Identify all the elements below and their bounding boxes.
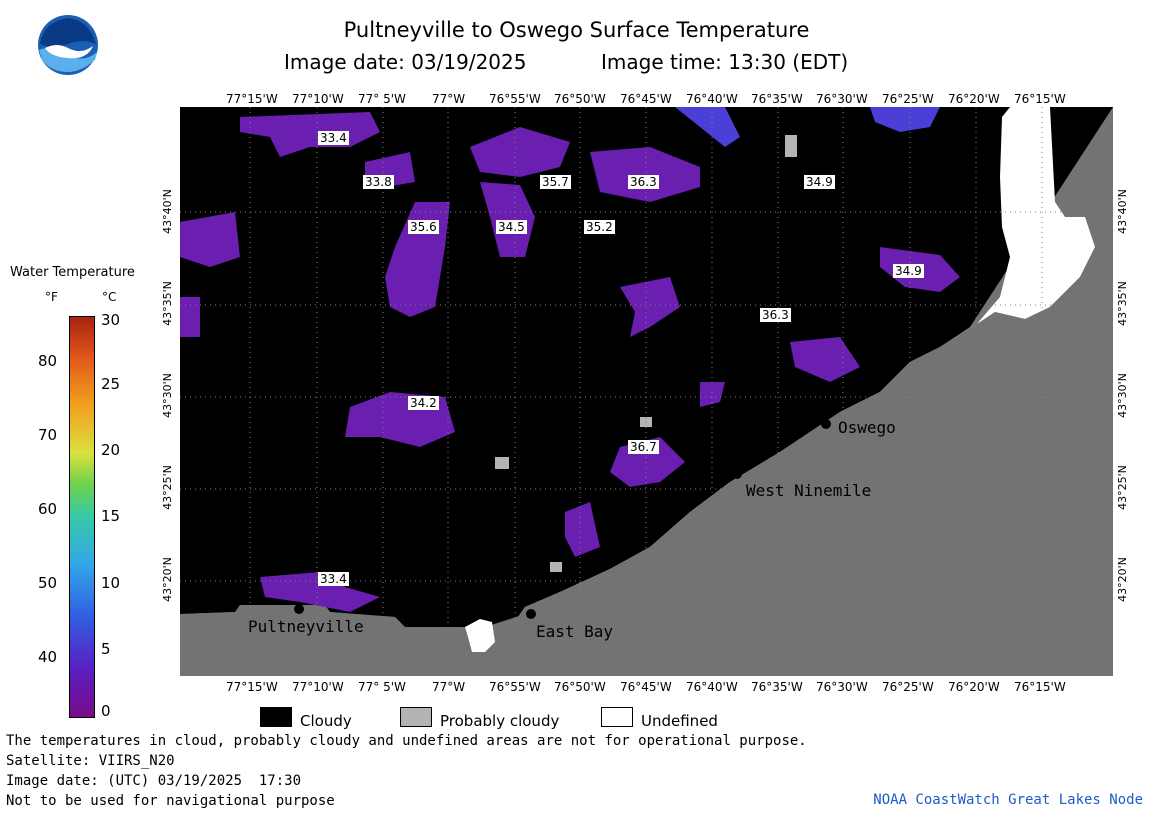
lon-tick: 76°50'W [554, 680, 606, 694]
footer-navigation-warning: Not to be used for navigational purpose [6, 793, 335, 809]
lat-tick: 43°20'N [1115, 557, 1129, 602]
east-bay-marker [526, 609, 536, 619]
temp-label: 35.7 [540, 175, 571, 189]
noaa-logo-icon [38, 15, 98, 75]
f-tick: 80 [38, 352, 58, 370]
key-cloudy-swatch [260, 707, 292, 727]
color-scale-bar [69, 316, 95, 718]
lat-tick: 43°40'N [160, 189, 174, 234]
lon-tick: 77°15'W [226, 680, 278, 694]
lon-tick: 76°15'W [1014, 92, 1066, 106]
pultneyville-marker [294, 604, 304, 614]
lon-tick: 76°20'W [948, 680, 1000, 694]
lon-tick: 77° 5'W [358, 92, 406, 106]
f-tick: 40 [38, 648, 58, 666]
legend-unit-f: °F [45, 290, 58, 304]
lon-tick: 76°15'W [1014, 680, 1066, 694]
footer-satellite: Satellite: VIIRS_N20 [6, 753, 175, 769]
lon-tick: 76°55'W [489, 92, 541, 106]
lon-tick: 77° 5'W [358, 680, 406, 694]
footer-utc-date: Image date: (UTC) 03/19/2025 17:30 [6, 773, 302, 789]
temp-label: 34.5 [496, 220, 527, 234]
lon-tick: 76°30'W [816, 680, 868, 694]
temp-label: 36.3 [628, 175, 659, 189]
credit-text: NOAA CoastWatch Great Lakes Node [873, 792, 1143, 808]
lon-tick: 77°10'W [292, 92, 344, 106]
temp-label: 34.9 [804, 175, 835, 189]
temp-label: 33.8 [363, 175, 394, 189]
temp-label: 35.2 [584, 220, 615, 234]
temp-label: 35.6 [408, 220, 439, 234]
place-east-bay: East Bay [536, 622, 614, 641]
temp-label: 36.3 [760, 308, 791, 322]
temp-label: 34.9 [893, 264, 924, 278]
c-tick: 30 [101, 311, 121, 329]
lon-tick: 77°15'W [226, 92, 278, 106]
temp-label: 33.4 [318, 572, 349, 586]
f-tick: 60 [38, 500, 58, 518]
temp-label: 34.2 [408, 396, 439, 410]
lon-tick: 76°40'W [686, 92, 738, 106]
c-tick: 10 [101, 574, 121, 592]
lat-tick: 43°25'N [1115, 465, 1129, 510]
lon-tick: 76°45'W [620, 680, 672, 694]
lon-tick: 76°40'W [686, 680, 738, 694]
lon-tick: 76°35'W [751, 92, 803, 106]
temp-label: 33.4 [318, 131, 349, 145]
lat-tick: 43°20'N [160, 557, 174, 602]
lon-tick: 77°10'W [292, 680, 344, 694]
c-tick: 0 [101, 702, 111, 720]
lat-tick: 43°35'N [1115, 281, 1129, 326]
lon-tick: 77°W [432, 92, 466, 106]
key-probably-cloudy-swatch [400, 707, 432, 727]
image-time-label: Image time: 13:30 (EDT) [601, 50, 849, 74]
legend-unit-c: °C [102, 290, 117, 304]
temperature-labels: 33.4 33.8 35.7 36.3 34.9 35.6 34.5 35.2 … [180, 107, 1113, 676]
lat-tick: 43°25'N [160, 465, 174, 510]
lon-tick: 76°45'W [620, 92, 672, 106]
lon-tick: 76°25'W [882, 92, 934, 106]
lat-tick: 43°35'N [160, 281, 174, 326]
place-oswego: Oswego [838, 418, 896, 437]
lat-tick: 43°40'N [1115, 189, 1129, 234]
legend-title: Water Temperature [10, 265, 135, 280]
oswego-marker [821, 419, 831, 429]
lon-tick: 77°W [432, 680, 466, 694]
key-undefined-label: Undefined [641, 712, 718, 730]
west-ninemile-marker [732, 469, 742, 479]
key-cloudy-label: Cloudy [300, 712, 352, 730]
map-title: Pultneyville to Oswego Surface Temperatu… [343, 18, 810, 42]
c-tick: 25 [101, 375, 121, 393]
temp-label: 36.7 [628, 440, 659, 454]
lat-tick: 43°30'N [160, 373, 174, 418]
lon-tick: 76°35'W [751, 680, 803, 694]
lon-tick: 76°25'W [882, 680, 934, 694]
f-tick: 70 [38, 426, 58, 444]
key-undefined-swatch [601, 707, 633, 727]
footer-disclaimer: The temperatures in cloud, probably clou… [6, 733, 807, 749]
f-tick: 50 [38, 574, 58, 592]
c-tick: 20 [101, 441, 121, 459]
image-date-label: Image date: 03/19/2025 [284, 50, 527, 74]
c-tick: 15 [101, 507, 121, 525]
lon-tick: 76°50'W [554, 92, 606, 106]
c-tick: 5 [101, 640, 111, 658]
place-pultneyville: Pultneyville [248, 617, 364, 636]
lat-tick: 43°30'N [1115, 373, 1129, 418]
lon-tick: 76°20'W [948, 92, 1000, 106]
lon-tick: 76°55'W [489, 680, 541, 694]
key-probably-cloudy-label: Probably cloudy [440, 712, 560, 730]
place-west-ninemile: West Ninemile [746, 481, 872, 500]
lon-tick: 76°30'W [816, 92, 868, 106]
